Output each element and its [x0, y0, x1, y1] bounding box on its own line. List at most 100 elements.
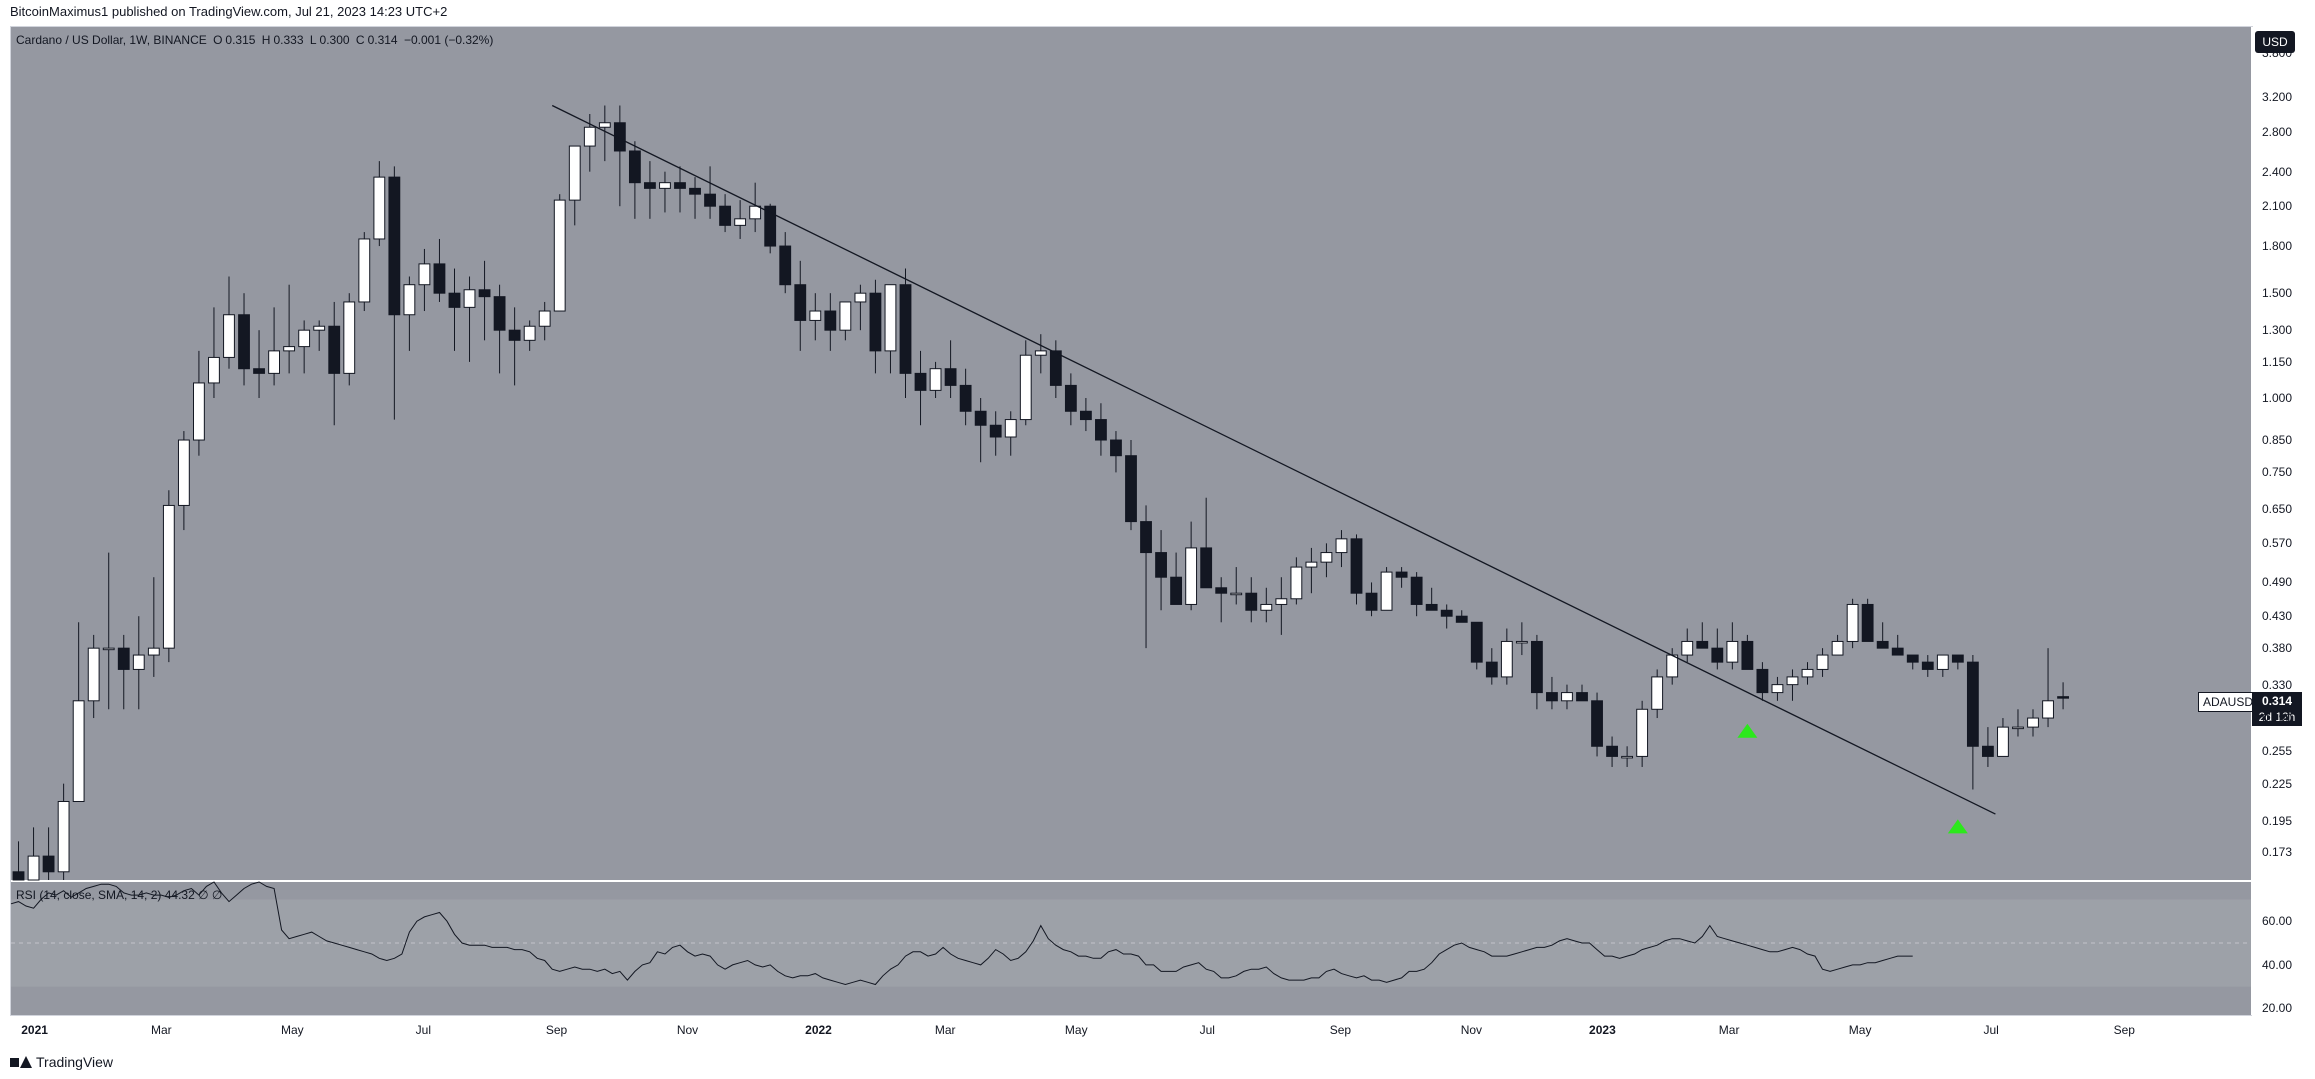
green-arrow-up-icon	[1947, 819, 1968, 834]
candle-body	[87, 647, 100, 702]
legend-open-label: O	[213, 33, 223, 47]
candle-body	[1095, 419, 1107, 441]
time-tick-label: Nov	[1460, 1023, 1483, 1037]
candle-body	[553, 199, 566, 312]
legend-high-label: H	[261, 33, 271, 47]
candle-body	[358, 238, 371, 303]
price-tick-label: 0.380	[2262, 641, 2293, 656]
candle-body	[1636, 708, 1649, 757]
price-axis[interactable]	[2252, 27, 2314, 1017]
rsi-line	[10, 881, 1913, 986]
price-tick-label: 0.430	[2262, 609, 2293, 624]
candle-body	[1681, 640, 1694, 656]
candle-body	[1876, 640, 1889, 649]
candle-body	[1320, 552, 1333, 563]
candle-body	[1275, 598, 1288, 605]
candle-body	[478, 289, 491, 298]
candle-body	[764, 205, 777, 247]
time-tick-label: 2022	[805, 1023, 832, 1037]
tradingview-logo[interactable]: TradingView	[10, 1054, 113, 1070]
candle-body	[1049, 350, 1062, 386]
currency-button[interactable]: USD	[2255, 31, 2295, 53]
candle-body	[583, 126, 596, 147]
candle-body	[1500, 640, 1513, 678]
candle-body	[12, 871, 25, 881]
candle-body	[1891, 647, 1904, 656]
time-axis[interactable]	[11, 1016, 2251, 1043]
candle-body	[1741, 640, 1754, 670]
candle-body	[2057, 696, 2069, 699]
candle-body	[42, 855, 55, 873]
symbol-badge: ADAUSD	[2198, 692, 2259, 712]
candle-body	[749, 205, 762, 220]
candle-body	[1997, 726, 2009, 757]
candle-body	[72, 700, 85, 802]
candle-body	[899, 284, 912, 374]
candle-body	[328, 325, 341, 374]
legend-low-value: 0.300	[319, 33, 350, 47]
candle-body	[613, 122, 626, 152]
candle-body	[1380, 571, 1393, 611]
candle-body	[674, 182, 686, 189]
candle-body	[824, 310, 837, 331]
candle-body	[944, 368, 957, 386]
candle-body	[659, 182, 671, 189]
candle-body	[1245, 592, 1258, 611]
time-tick-label: 2023	[1589, 1023, 1616, 1037]
candle-body	[1561, 692, 1573, 702]
price-tick-label: 1.000	[2262, 391, 2293, 405]
rsi-legend: RSI (14, close, SMA, 14, 2) 44.32 ∅ ∅	[16, 888, 223, 902]
time-tick-label: Sep	[2113, 1023, 2135, 1037]
candle-body	[102, 647, 115, 651]
price-tick-label: 3.200	[2262, 90, 2293, 105]
candle-body	[2027, 717, 2039, 728]
tradingview-logo-icon	[10, 1056, 32, 1068]
candle-body	[779, 245, 792, 286]
candle-body	[1711, 647, 1724, 663]
candle-body	[1455, 615, 1468, 623]
candle-body	[418, 263, 431, 286]
candle-body	[1546, 692, 1558, 702]
candle-body	[1591, 700, 1603, 747]
candle-body	[448, 292, 461, 308]
descending-trendline	[551, 104, 1996, 815]
candle-body	[268, 350, 280, 374]
price-tick-label: 0.750	[2262, 465, 2293, 480]
candle-body	[1425, 603, 1438, 611]
candle-body	[463, 289, 476, 308]
candle-body	[1982, 745, 1994, 757]
candle-body	[959, 384, 972, 412]
candle-body	[1440, 609, 1453, 617]
candle-body	[223, 314, 235, 358]
candle-body	[974, 410, 987, 426]
tradingview-wordmark: TradingView	[36, 1054, 114, 1070]
rsi-tick-label: 40.00	[2262, 957, 2293, 972]
candle-body	[809, 310, 822, 321]
candle-body	[1290, 566, 1303, 600]
time-tick-label: Mar	[1718, 1023, 1740, 1037]
candle-body	[1200, 547, 1213, 589]
price-tick-label: 0.173	[2262, 844, 2293, 859]
candle-body	[1756, 668, 1769, 694]
time-tick-label: Mar	[934, 1023, 956, 1037]
candle-body	[1185, 547, 1198, 605]
price-tick-label: 2.400	[2262, 164, 2293, 179]
time-tick-label: Sep	[545, 1023, 568, 1037]
candle-body	[1846, 603, 1859, 642]
legend-high-value: 0.333	[273, 33, 304, 47]
candle-body	[403, 284, 416, 316]
candle-body	[1260, 603, 1273, 611]
candle-body	[1335, 538, 1348, 554]
symbol-legend: Cardano / US Dollar, 1W, BINANCE O 0.315 …	[16, 33, 496, 47]
price-tick-label: 0.330	[2262, 677, 2293, 692]
candle-body	[1140, 521, 1152, 554]
candle-body	[1350, 538, 1363, 594]
candle-body	[689, 187, 701, 195]
candle-body	[1666, 654, 1679, 678]
candle-body	[177, 439, 190, 506]
candle-body	[2012, 726, 2024, 730]
price-tick-label: 0.850	[2262, 433, 2293, 448]
candle-body	[719, 205, 732, 226]
candle-body	[208, 356, 220, 384]
